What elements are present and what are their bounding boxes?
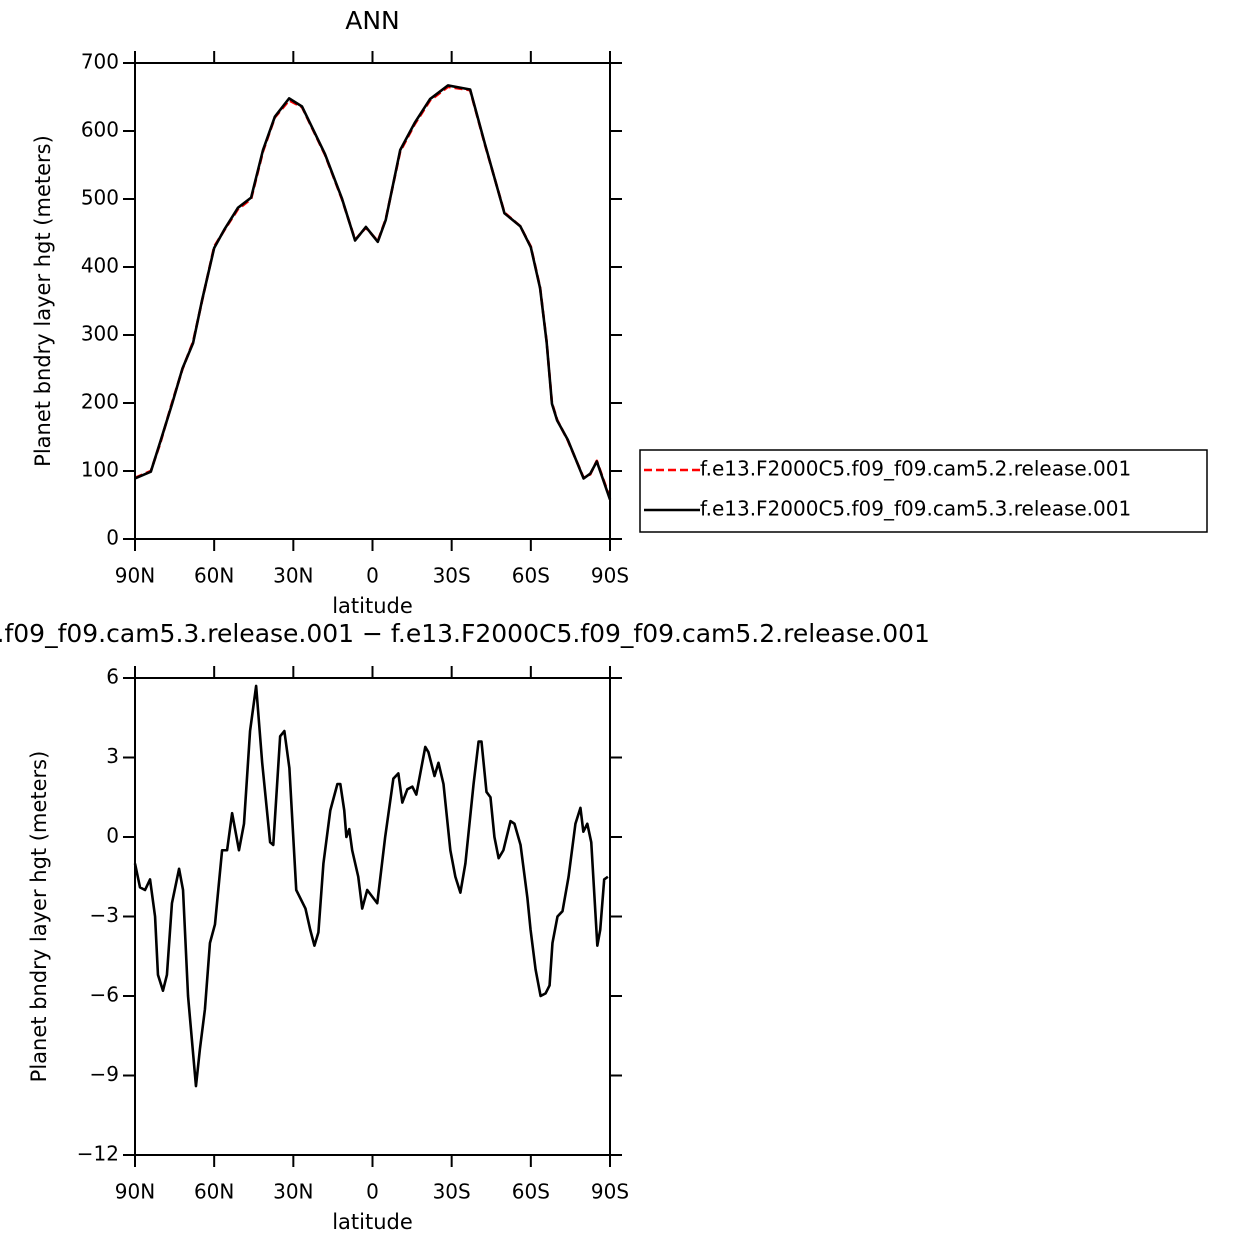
y-axis-label: Planet bndry layer hgt (meters) (31, 135, 55, 467)
x-tick-label: 60S (512, 564, 550, 588)
y-tick-label: 600 (81, 118, 119, 142)
x-tick-label: 30S (433, 1180, 471, 1204)
x-tick-label: 0 (366, 1180, 379, 1204)
y-tick-label: 6 (106, 665, 119, 689)
y-tick-label: 700 (81, 50, 119, 74)
x-tick-label: 30N (273, 564, 313, 588)
x-tick-label: 30N (273, 1180, 313, 1204)
x-tick-label: 90S (591, 564, 629, 588)
y-axis-label: Planet bndry layer hgt (meters) (27, 751, 51, 1083)
chart-title: f.e13.F2000C5.f09_f09.cam5.3.release.001… (0, 619, 930, 648)
x-tick-label: 60N (194, 564, 234, 588)
series-line (133, 684, 609, 1088)
y-tick-label: 3 (106, 744, 119, 768)
y-tick-label: 100 (81, 458, 119, 482)
x-tick-label: 60N (194, 1180, 234, 1204)
x-tick-label: 60S (512, 1180, 550, 1204)
legend-label: f.e13.F2000C5.f09_f09.cam5.2.release.001 (700, 457, 1131, 481)
y-tick-label: −9 (90, 1062, 119, 1086)
y-tick-label: 400 (81, 254, 119, 278)
series-line (134, 85, 612, 499)
x-tick-label: 0 (366, 564, 379, 588)
y-tick-label: −3 (90, 903, 119, 927)
y-tick-label: 0 (106, 824, 119, 848)
x-axis-label: latitude (332, 594, 413, 618)
series-line (134, 84, 612, 500)
legend-box (639, 449, 1208, 533)
y-tick-label: 0 (106, 526, 119, 550)
y-tick-label: 200 (81, 390, 119, 414)
plot-frame (134, 62, 611, 540)
chart-title: ANN (345, 6, 400, 35)
plot-frame (134, 677, 611, 1156)
legend-label: f.e13.F2000C5.f09_f09.cam5.3.release.001 (700, 497, 1131, 521)
x-tick-label: 90S (591, 1180, 629, 1204)
y-tick-label: 300 (81, 322, 119, 346)
x-tick-label: 90N (115, 564, 155, 588)
y-tick-label: −12 (77, 1142, 119, 1166)
x-tick-label: 90N (115, 1180, 155, 1204)
x-axis-label: latitude (332, 1210, 413, 1234)
y-tick-label: 500 (81, 186, 119, 210)
y-tick-label: −6 (90, 983, 119, 1007)
x-tick-label: 30S (433, 564, 471, 588)
